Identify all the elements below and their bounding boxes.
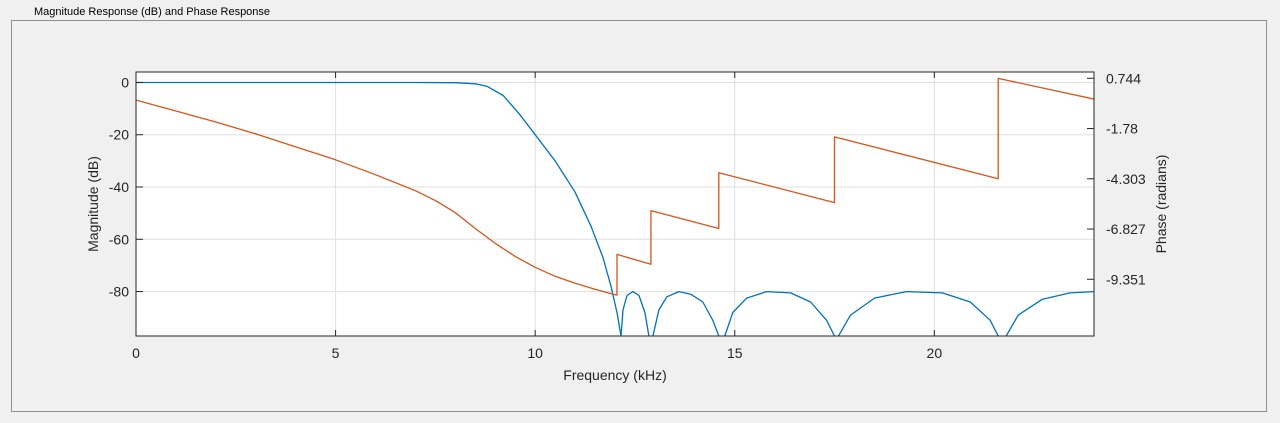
y-left-tick-label: -20 — [109, 127, 129, 143]
y-left-tick-label: 0 — [121, 74, 129, 90]
phase-series-segment — [616, 77, 1094, 296]
y-right-tick-label: -6.827 — [1106, 221, 1146, 237]
y-axis-right-label: Phase (radians) — [1153, 155, 1169, 254]
plot-lines — [136, 77, 1094, 336]
y-left-tick-label: -60 — [109, 231, 129, 247]
y-left-tick-label: -80 — [109, 284, 129, 300]
y-right-tick-label: 0.744 — [1106, 70, 1141, 86]
magnitude-series-segment — [620, 290, 650, 336]
magnitude-series-segment — [652, 290, 720, 336]
grid — [136, 72, 1094, 336]
y-right-tick-label: -4.303 — [1106, 171, 1146, 187]
magnitude-series-segment — [1005, 290, 1094, 336]
x-tick-label: 15 — [727, 345, 743, 361]
magnitude-series-segment — [136, 81, 622, 336]
magnitude-series-segment — [724, 290, 836, 336]
x-tick-label: 20 — [927, 345, 943, 361]
y-left-tick-label: -40 — [109, 179, 129, 195]
phase-series-segment — [136, 99, 618, 296]
y-axis-left-label: Magnitude (dB) — [85, 156, 101, 252]
axes-background — [136, 72, 1094, 336]
x-axis-label: Frequency (kHz) — [563, 367, 666, 383]
axes-box — [135, 71, 1095, 337]
panel-title: Magnitude Response (dB) and Phase Respon… — [31, 6, 274, 18]
ticks: 0 5 10 15 20 0 -20 -40 -60 -80 0.744 -1.78 -4.303 -6.… — [109, 70, 1146, 361]
y-right-tick-label: -1.78 — [1106, 121, 1138, 137]
x-tick-label: 0 — [132, 345, 140, 361]
x-tick-label: 10 — [527, 345, 543, 361]
y-right-tick-label: -9.351 — [1106, 271, 1146, 287]
x-tick-label: 5 — [332, 345, 340, 361]
magnitude-series-segment — [837, 290, 999, 336]
